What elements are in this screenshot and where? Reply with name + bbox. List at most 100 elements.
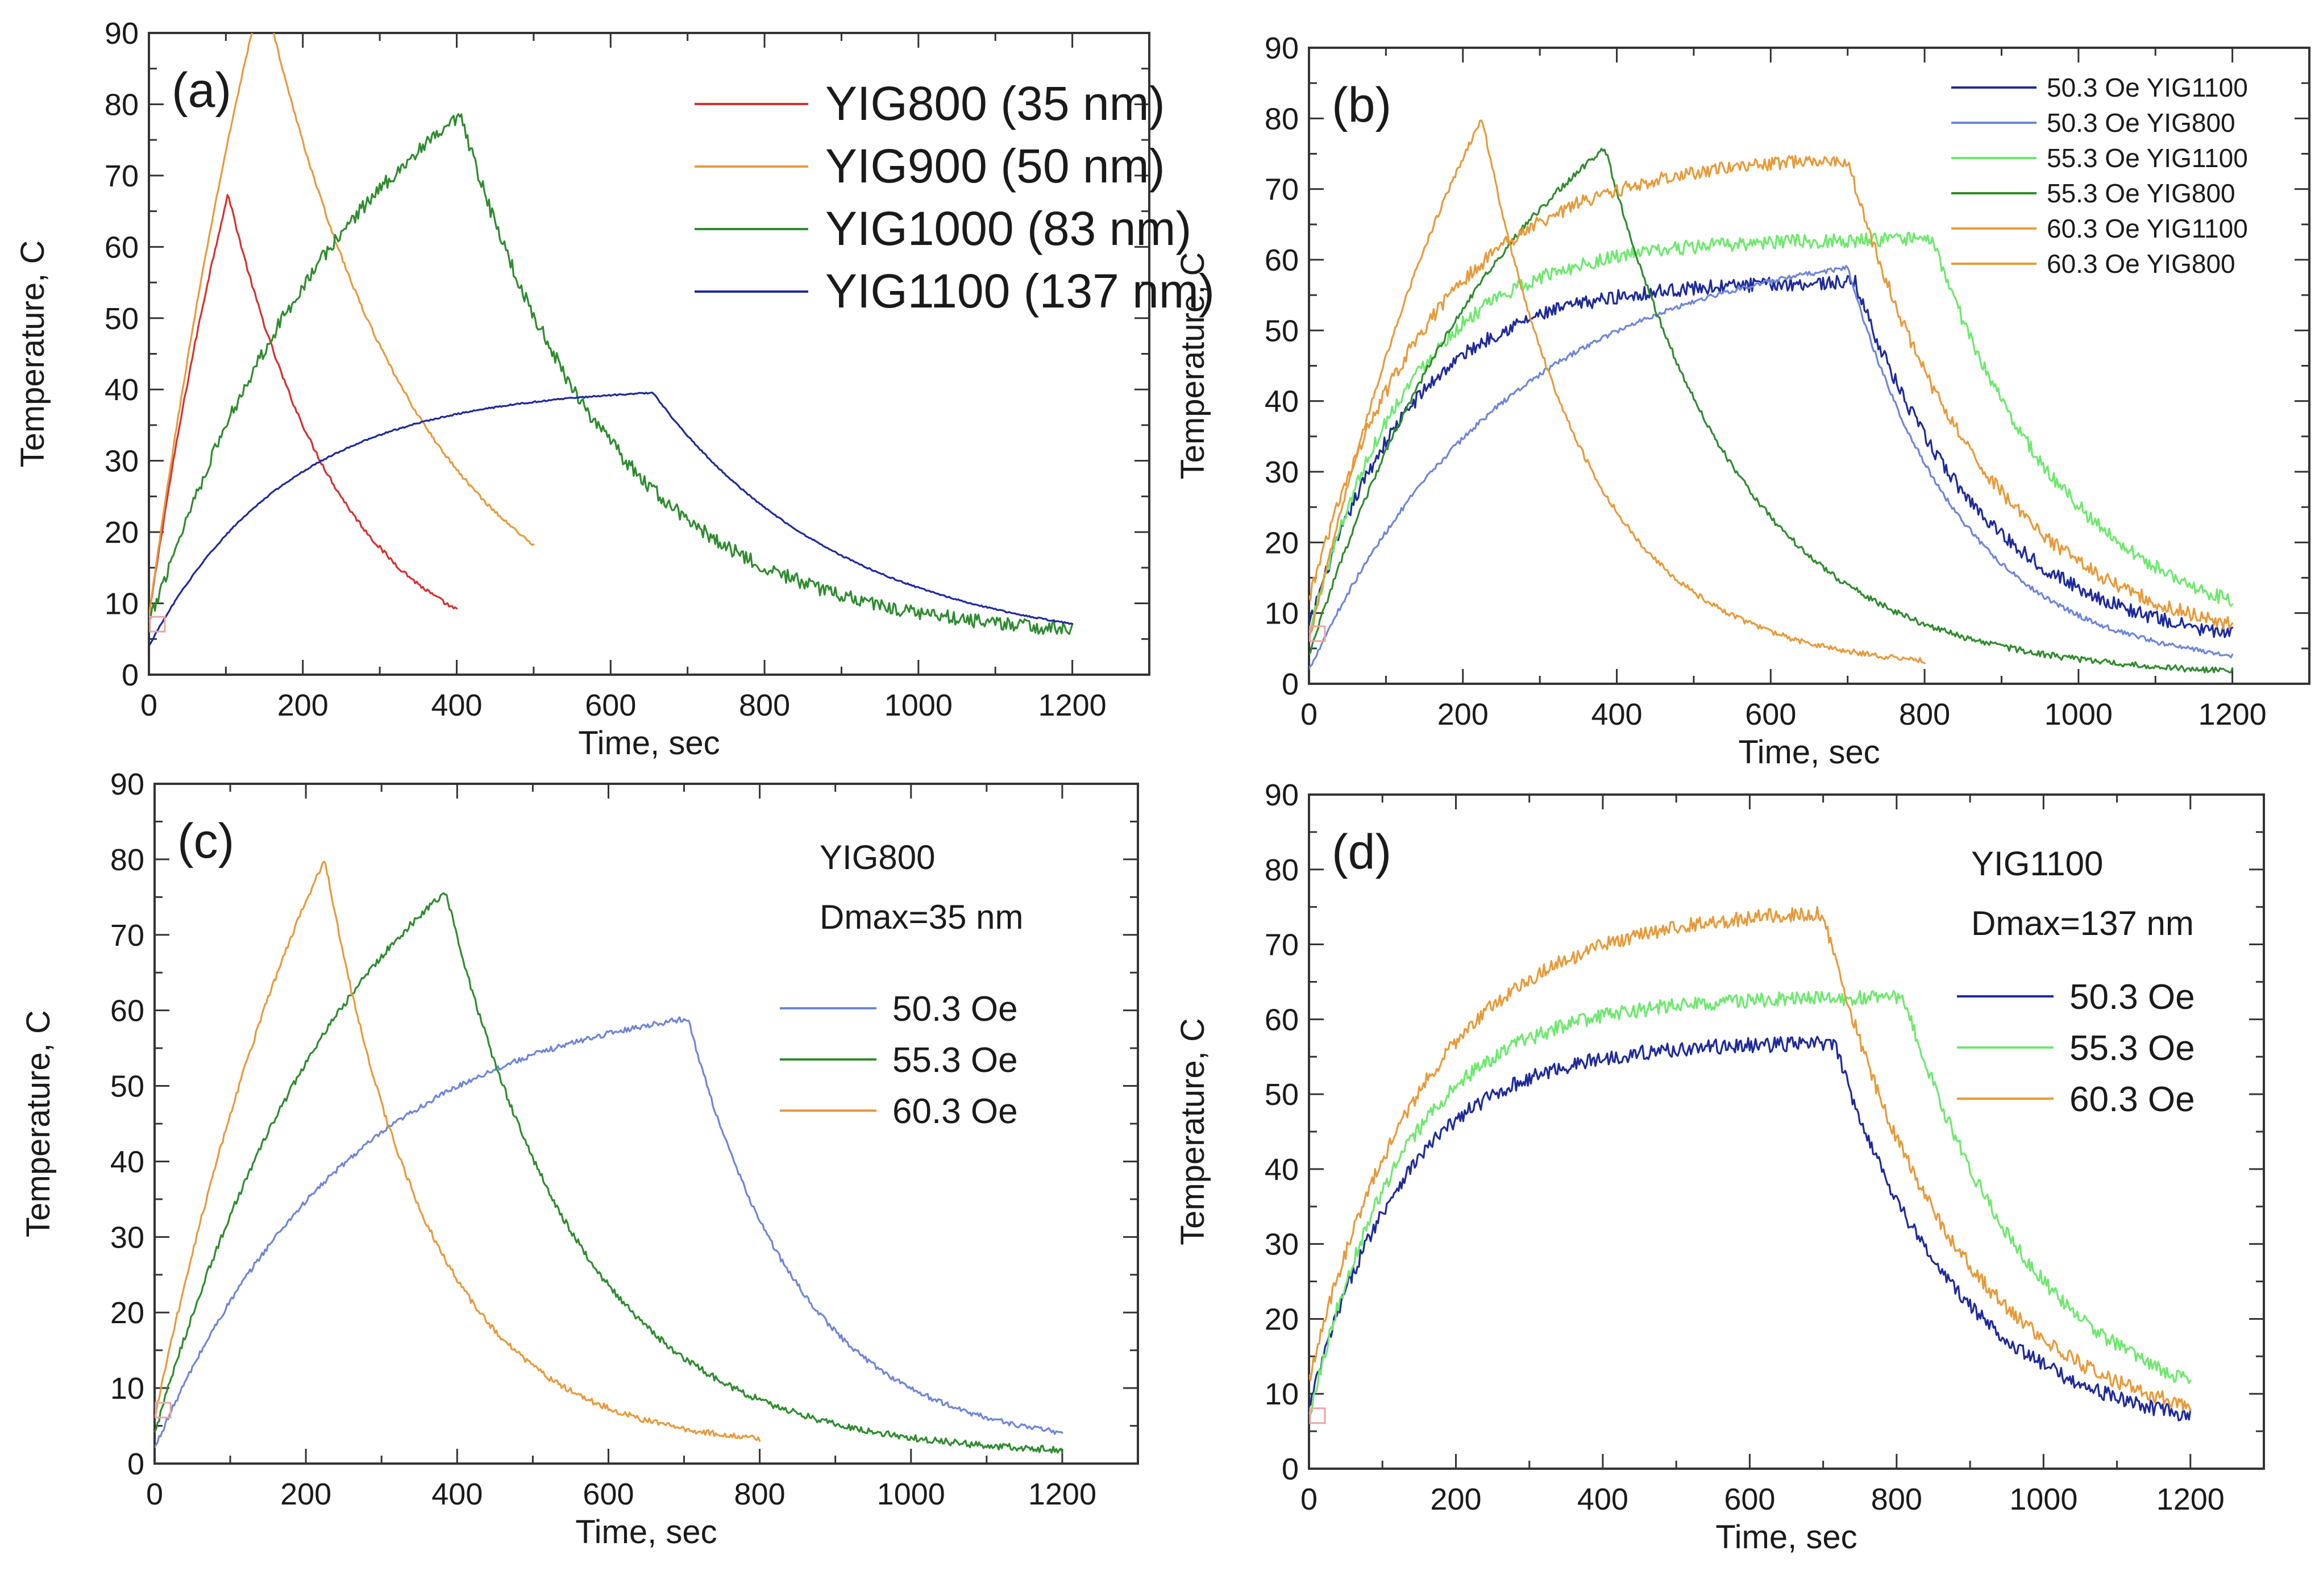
y-tick-label: 20 (1265, 1302, 1299, 1336)
legend: 50.3 Oe 55.3 Oe 60.3 Oe (1957, 978, 2195, 1119)
y-tick-label: 90 (105, 16, 139, 51)
y-tick-label: 80 (105, 88, 139, 122)
series-line (149, 392, 1074, 647)
y-tick-label: 90 (1265, 778, 1299, 812)
x-tick-label: 1000 (884, 688, 953, 722)
x-tick-label: 0 (1300, 697, 1318, 732)
y-tick-label: 20 (110, 1296, 144, 1330)
y-tick-label: 10 (110, 1371, 144, 1406)
panel-label: (d) (1332, 825, 1391, 879)
y-tick-label: 30 (105, 444, 139, 479)
x-tick-label: 400 (1577, 1482, 1628, 1516)
series-line (155, 1016, 1063, 1449)
legend-label: 55.3 Oe (2069, 1029, 2195, 1068)
series-line (155, 861, 761, 1442)
series-group (155, 861, 1063, 1454)
series-group (149, 33, 1074, 647)
series-line (1309, 990, 2192, 1416)
x-tick-label: 600 (1724, 1482, 1775, 1516)
panel-label: (a) (172, 63, 231, 118)
legend-label: YIG900 (50 nm) (825, 139, 1165, 193)
y-tick-label: 50 (105, 302, 139, 336)
series-line (149, 194, 458, 618)
y-tick-label: 50 (1265, 1078, 1299, 1112)
origin-marker (149, 616, 166, 633)
x-axis-label: Time, sec (1738, 734, 1880, 771)
x-tick-label: 0 (1300, 1482, 1318, 1516)
y-tick-label: 40 (105, 373, 139, 407)
x-tick-label: 200 (277, 688, 329, 722)
y-tick-label: 70 (1265, 173, 1299, 207)
y-axis-label: Temperature, C (1174, 1018, 1211, 1245)
x-tick-label: 800 (739, 688, 790, 722)
legend-label: 50.3 Oe YIG1100 (2047, 73, 2248, 102)
x-axis-label: Time, sec (578, 725, 720, 762)
y-tick-label: 70 (1265, 928, 1299, 962)
plot-frame (1308, 793, 2265, 1470)
series-line (1309, 265, 2234, 670)
x-tick-label: 0 (146, 1477, 163, 1511)
legend-label: 50.3 Oe YIG800 (2047, 108, 2235, 138)
y-axis-label: Temperature, C (14, 240, 51, 468)
x-tick-label: 800 (1871, 1482, 1922, 1516)
x-tick-label: 1200 (1028, 1477, 1096, 1511)
x-axis-label: Time, sec (575, 1514, 717, 1551)
series-group (1309, 119, 2234, 674)
y-tick-label: 30 (1265, 1228, 1299, 1262)
panel-c: 0 200 400 600 800 1000 1200 0 10 20 30 40 50 60 70 80 90… (20, 767, 1139, 1551)
y-tick-label: 30 (1265, 455, 1299, 489)
x-tick-label: 1200 (2199, 697, 2267, 732)
y-tick-label: 0 (1282, 667, 1299, 701)
legend-label: YIG1100 (137 nm) (825, 264, 1215, 318)
x-tick-label: 1200 (2156, 1482, 2225, 1516)
x-tick-label: 1000 (2009, 1482, 2077, 1516)
x-tick-label: 200 (1430, 1482, 1481, 1516)
panel-b: 0 200 400 600 800 1000 1200 0 10 20 30 40 50 60 70 80 90… (1174, 31, 2310, 771)
origin-marker (1309, 625, 1326, 642)
annotation-text: Dmax=35 nm (820, 898, 1023, 936)
y-tick-label: 20 (105, 516, 139, 550)
series-group (1309, 906, 2192, 1422)
x-tick-label: 600 (1745, 697, 1796, 732)
legend-label: 60.3 Oe YIG800 (2047, 249, 2235, 279)
y-tick-label: 70 (110, 918, 144, 953)
series-line (1309, 275, 2234, 638)
series-line (1309, 231, 2234, 633)
x-tick-label: 1000 (877, 1477, 945, 1511)
y-tick-label: 40 (110, 1145, 144, 1179)
legend-label: YIG800 (35 nm) (825, 77, 1165, 130)
x-tick-label: 1000 (2044, 697, 2113, 732)
legend-label: 50.3 Oe (2069, 978, 2195, 1017)
legend: YIG800 (35 nm) YIG900 (50 nm) YIG1000 (83 … (695, 77, 1215, 318)
y-tick-label: 0 (122, 658, 139, 692)
x-tick-label: 1200 (1038, 688, 1107, 722)
legend-label: YIG1000 (83 nm) (825, 202, 1191, 255)
y-tick-label: 50 (1265, 314, 1299, 348)
annotation-text: YIG800 (820, 838, 935, 876)
y-tick-label: 10 (1265, 1377, 1299, 1411)
x-tick-label: 200 (1437, 697, 1489, 732)
legend: 50.3 Oe 55.3 Oe 60.3 Oe (780, 990, 1018, 1131)
x-axis-label: Time, sec (1715, 1519, 1857, 1556)
panel-a: 0 200 400 600 800 1000 1200 0 10 20 30 40 50 60 70 80 90… (14, 16, 1215, 762)
x-tick-label: 200 (280, 1477, 331, 1511)
legend-label: 60.3 Oe (892, 1092, 1018, 1131)
x-tick-label: 0 (140, 688, 157, 722)
series-line (1309, 119, 1926, 664)
y-tick-label: 60 (1265, 1003, 1299, 1037)
legend-label: 55.3 Oe (892, 1041, 1018, 1080)
y-tick-label: 90 (1265, 31, 1299, 65)
panel-label: (c) (177, 814, 234, 868)
y-tick-label: 80 (1265, 102, 1299, 136)
x-tick-label: 800 (1899, 697, 1950, 732)
y-tick-label: 80 (110, 843, 144, 877)
x-tick-label: 400 (431, 688, 482, 722)
y-tick-label: 10 (1265, 597, 1299, 631)
y-axis-label: Temperature, C (1174, 252, 1211, 480)
origin-marker (155, 1402, 172, 1419)
y-tick-label: 50 (110, 1070, 144, 1104)
legend: 50.3 Oe YIG1100 50.3 Oe YIG800 55.3 Oe YIG… (1951, 73, 2248, 279)
legend-label: 60.3 Oe (2069, 1080, 2195, 1119)
series-line (1309, 155, 2234, 630)
